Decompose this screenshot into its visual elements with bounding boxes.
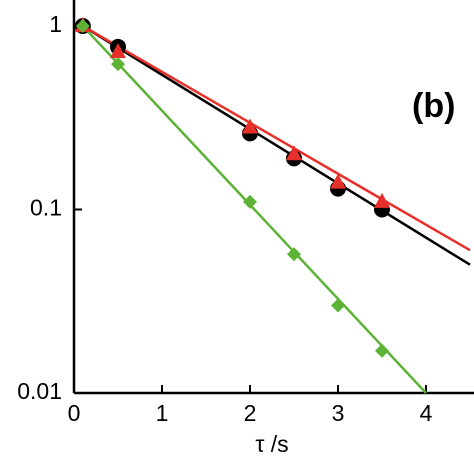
y-tick-label: 0.1 (30, 195, 62, 221)
panel-label: (b) (412, 87, 455, 125)
fit-line (82, 24, 471, 252)
marker (375, 343, 389, 358)
marker (243, 194, 257, 209)
marker (111, 57, 125, 72)
marker (330, 173, 346, 189)
fit-line (81, 25, 427, 394)
marker (110, 43, 126, 59)
x-axis-label: τ /s (255, 431, 288, 457)
marker (242, 118, 258, 134)
marker (331, 298, 345, 313)
marker (75, 19, 90, 33)
marker (374, 192, 390, 208)
x-tick-label: 3 (332, 400, 345, 426)
x-tick-label: 1 (156, 400, 169, 426)
marker (286, 145, 302, 161)
x-tick-label: 2 (244, 400, 257, 426)
x-tick-label: 4 (420, 400, 433, 426)
marker (287, 247, 301, 262)
x-tick-label: 0 (68, 400, 81, 426)
y-tick-label: 0.01 (17, 378, 62, 404)
fit-line (82, 24, 471, 266)
y-tick-label: 1 (49, 11, 62, 37)
